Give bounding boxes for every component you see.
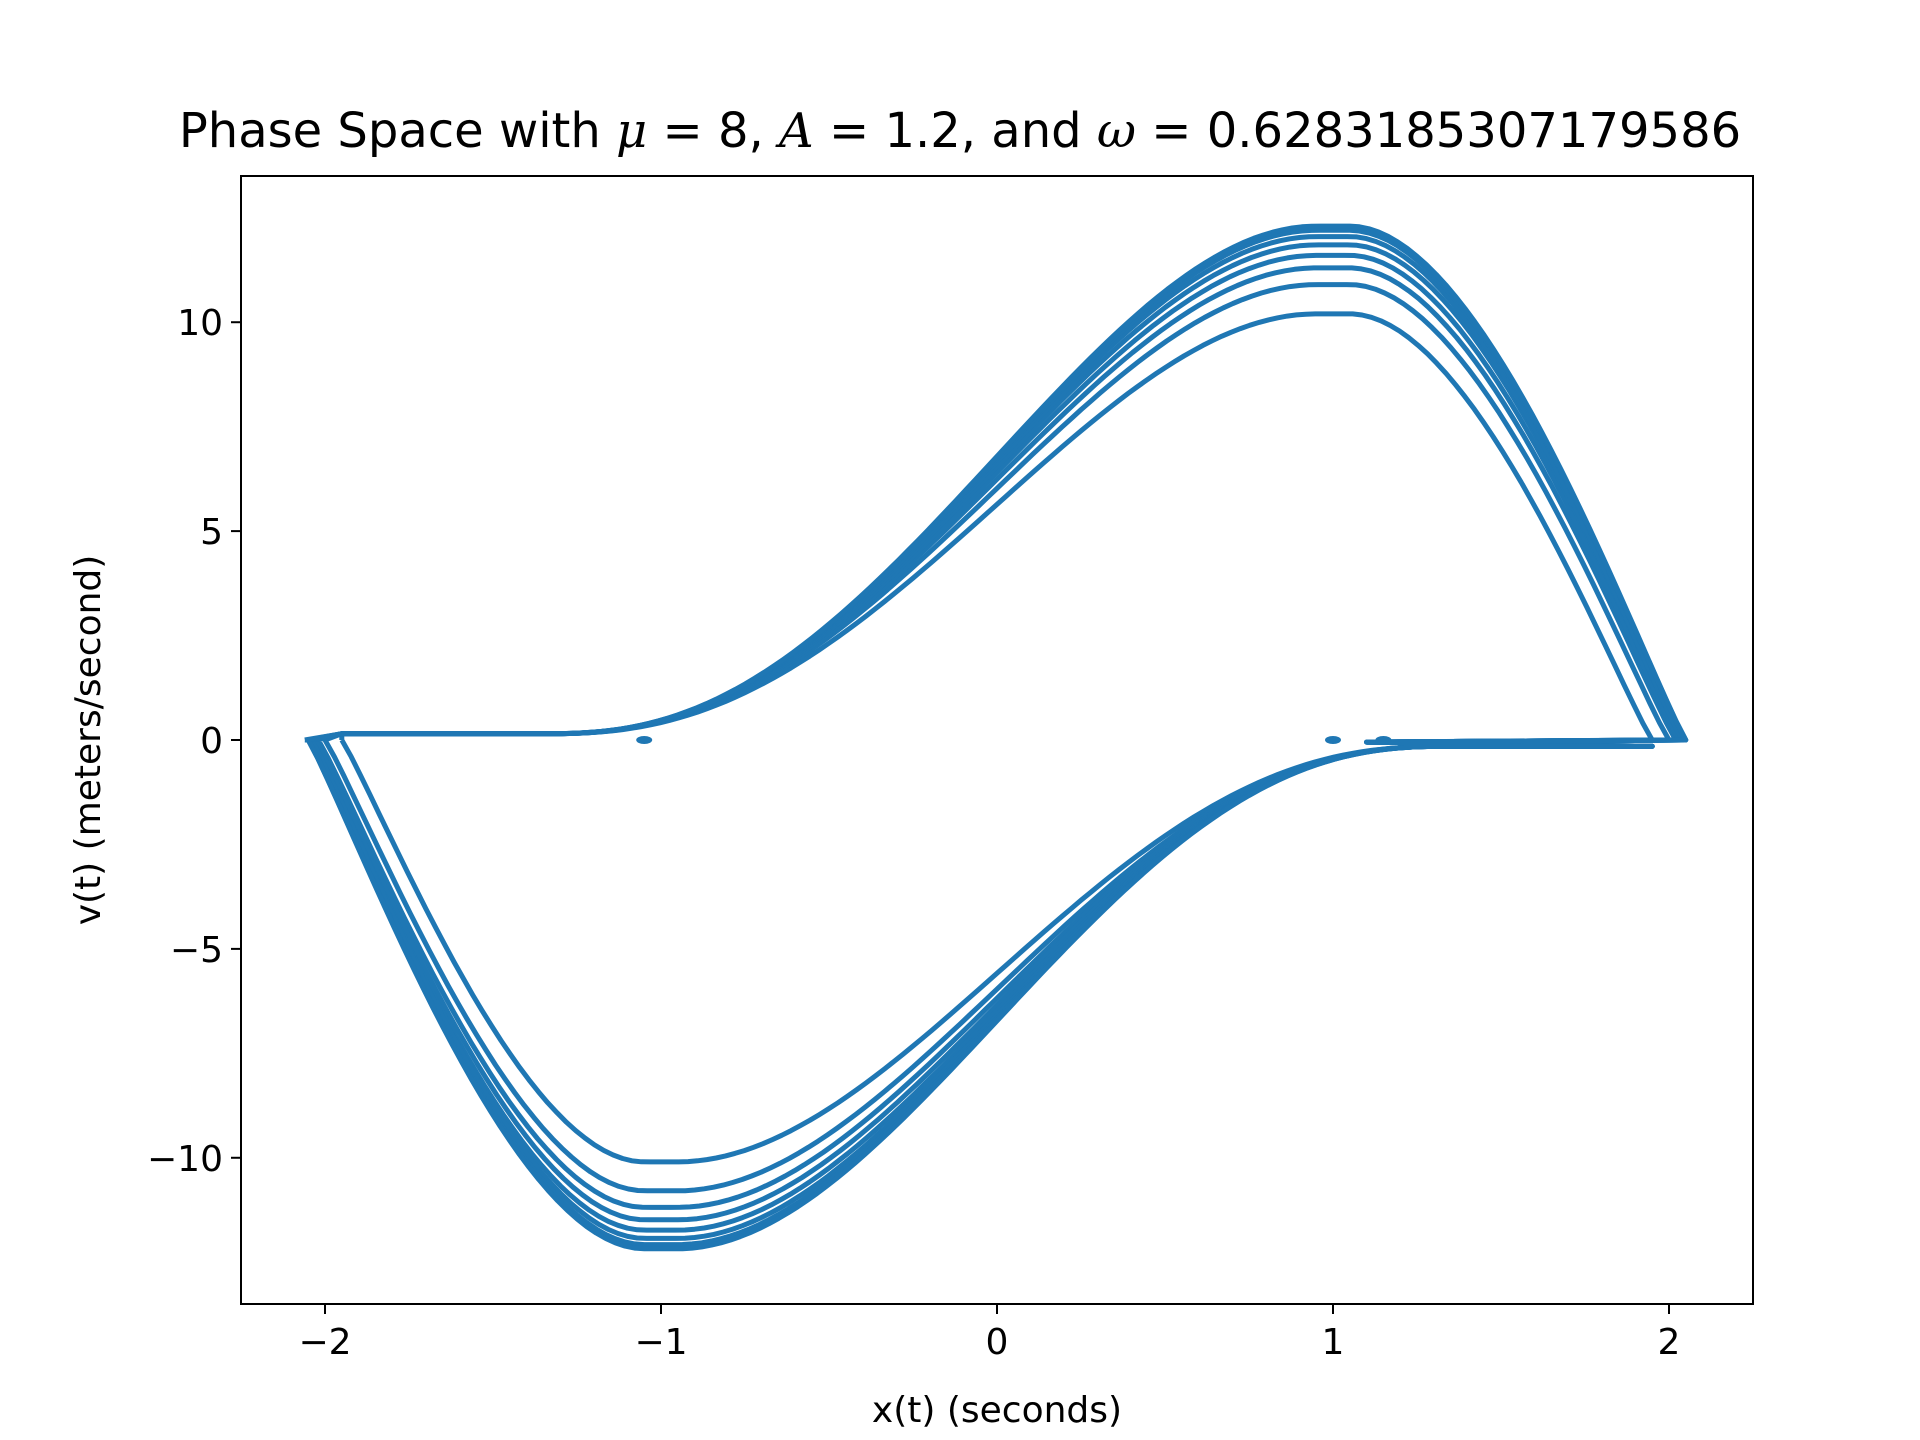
trajectory-artifact: [1375, 736, 1392, 744]
x-axis-label: x(t) (seconds): [872, 1390, 1122, 1431]
trajectory-artifact: [1325, 736, 1341, 744]
plot-lines: [304, 223, 1689, 1252]
x-tick-label: −1: [634, 1322, 687, 1363]
trajectory-artifact: [636, 736, 653, 744]
chart-title: Phase Space with μ = 8, A = 1.2, and ω =…: [179, 103, 1741, 159]
y-axis-label: v(t) (meters/second): [68, 555, 109, 926]
y-tick-label: 5: [200, 512, 223, 553]
x-tick-label: 0: [986, 1322, 1009, 1363]
y-tick-label: −5: [170, 930, 223, 971]
x-axis: −2 −1 0 1 2: [298, 1304, 1680, 1363]
y-tick-label: 0: [200, 721, 223, 762]
y-tick-label: −10: [147, 1139, 223, 1180]
x-tick-label: 1: [1322, 1322, 1345, 1363]
y-axis: −10 −5 0 5 10: [147, 303, 241, 1180]
trajectory-loop: [304, 223, 1689, 1252]
x-tick-label: 2: [1658, 1322, 1681, 1363]
y-tick-label: 10: [177, 303, 223, 344]
x-tick-label: −2: [298, 1322, 351, 1363]
